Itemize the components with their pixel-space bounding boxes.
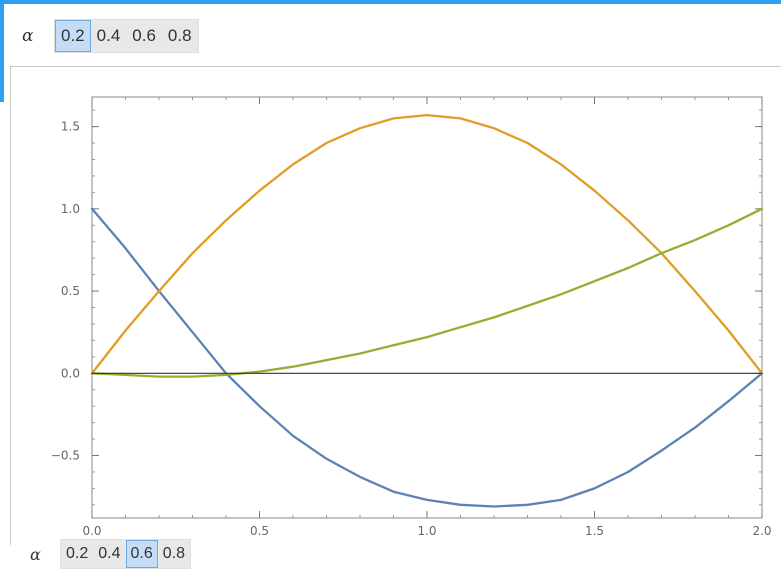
y-tick-label: 0.0 [61, 366, 80, 380]
alpha-setter-bar: 0.2 0.4 0.6 0.8 [60, 539, 191, 569]
y-tick-label: 1.0 [61, 202, 80, 216]
y-tick-label: −0.5 [51, 449, 80, 463]
alpha-option-1[interactable]: 0.4 [98, 545, 121, 562]
plot: 0.0 0.5 1.0 1.5 2.0 −0.5 0.0 0.5 1.0 1.5 [51, 96, 772, 538]
manipulate-panel: 0.0 0.5 1.0 1.5 2.0 −0.5 0.0 0.5 1.0 1.5 [10, 66, 781, 545]
alpha-option-2[interactable]: 0.6 [132, 26, 156, 45]
top-alpha-control: α 0.2 0.4 0.6 0.8 [22, 19, 199, 53]
x-tick-label: 0.5 [250, 524, 269, 538]
plot-frame [91, 96, 763, 519]
left-frame-border [0, 0, 4, 102]
y-tick-label: 1.5 [61, 120, 80, 134]
alpha-setter-bar: 0.2 0.4 0.6 0.8 [54, 19, 199, 53]
bottom-alpha-control: α 0.2 0.4 0.6 0.8 [30, 539, 191, 569]
x-tick-label: 0.0 [82, 524, 101, 538]
alpha-option-2[interactable]: 0.6 [125, 540, 158, 568]
alpha-label: α [30, 544, 41, 564]
series-line-0 [90, 207, 764, 508]
x-tick-label: 1.5 [585, 524, 604, 538]
alpha-option-0[interactable]: 0.2 [55, 20, 91, 52]
alpha-option-3[interactable]: 0.8 [162, 545, 185, 562]
series-line-2 [90, 207, 764, 378]
series-line-1 [90, 113, 764, 375]
y-tick-label: 0.5 [61, 284, 80, 298]
x-tick-label: 1.0 [417, 524, 436, 538]
top-frame-border [0, 0, 781, 4]
x-tick-label: 2.0 [752, 524, 771, 538]
alpha-option-1[interactable]: 0.4 [96, 26, 121, 45]
alpha-label: α [22, 26, 34, 46]
alpha-option-0[interactable]: 0.2 [66, 545, 89, 562]
alpha-option-3[interactable]: 0.8 [167, 26, 192, 45]
